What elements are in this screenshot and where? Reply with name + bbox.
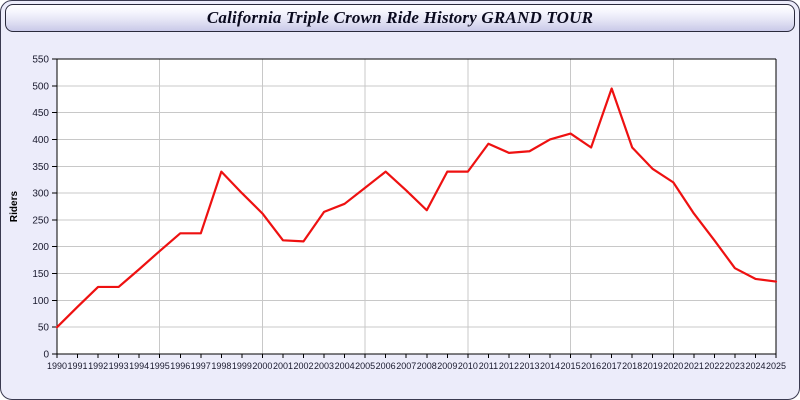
x-tick-label: 1993	[109, 361, 129, 371]
x-tick-label: 1995	[150, 361, 170, 371]
x-tick-label: 2004	[335, 361, 355, 371]
x-tick-label: 2000	[252, 361, 272, 371]
x-tick-label: 2024	[745, 361, 765, 371]
y-tick-label: 400	[32, 135, 49, 146]
x-tick-label: 2021	[684, 361, 704, 371]
x-tick-label: 2017	[602, 361, 622, 371]
y-tick-label: 50	[38, 323, 50, 334]
x-tick-label: 2025	[766, 361, 786, 371]
y-tick-label: 300	[32, 189, 49, 200]
y-tick-label: 200	[32, 242, 49, 253]
x-tick-label: 2020	[663, 361, 683, 371]
x-tick-label: 2011	[479, 361, 498, 371]
y-tick-label: 350	[32, 162, 49, 173]
page-title: California Triple Crown Ride History GRA…	[206, 8, 594, 27]
x-tick-label: 2018	[622, 361, 642, 371]
x-tick-label: 2008	[417, 361, 437, 371]
y-tick-label: 0	[43, 350, 49, 361]
x-tick-label: 1992	[88, 361, 108, 371]
x-tick-label: 2022	[704, 361, 724, 371]
x-tick-label: 1998	[211, 361, 231, 371]
x-tick-label: 1996	[170, 361, 190, 371]
x-tick-label: 2013	[519, 361, 539, 371]
x-tick-label: 2023	[725, 361, 745, 371]
x-tick-label: 2014	[540, 361, 560, 371]
plot-area-background	[57, 59, 776, 354]
x-tick-label: 2005	[355, 361, 375, 371]
x-tick-label: 2009	[437, 361, 457, 371]
x-tick-label: 2010	[458, 361, 478, 371]
x-tick-label: 1991	[68, 361, 88, 371]
x-tick-label: 1999	[232, 361, 252, 371]
x-tick-label: 2007	[396, 361, 416, 371]
x-tick-label: 1994	[129, 361, 149, 371]
x-tick-label: 2015	[561, 361, 581, 371]
x-tick-label: 2002	[293, 361, 313, 371]
y-tick-label: 550	[32, 55, 49, 66]
y-tick-label: 450	[32, 108, 49, 119]
x-tick-label: 1990	[47, 361, 67, 371]
y-tick-label: 250	[32, 215, 49, 226]
y-tick-label: 150	[32, 269, 49, 280]
x-tick-label: 1997	[191, 361, 211, 371]
x-tick-label: 2016	[581, 361, 601, 371]
x-tick-label: 2019	[643, 361, 663, 371]
chart-title-bar: California Triple Crown Ride History GRA…	[5, 4, 795, 32]
series-line-riders	[55, 87, 778, 329]
y-tick-label: 500	[32, 81, 49, 92]
x-tick-label: 2006	[376, 361, 396, 371]
x-tick-label: 2003	[314, 361, 334, 371]
x-tick-label: 2012	[499, 361, 519, 371]
x-tick-label: 2001	[273, 361, 293, 371]
y-axis-title: Riders	[9, 191, 20, 223]
y-tick-label: 100	[32, 296, 49, 307]
